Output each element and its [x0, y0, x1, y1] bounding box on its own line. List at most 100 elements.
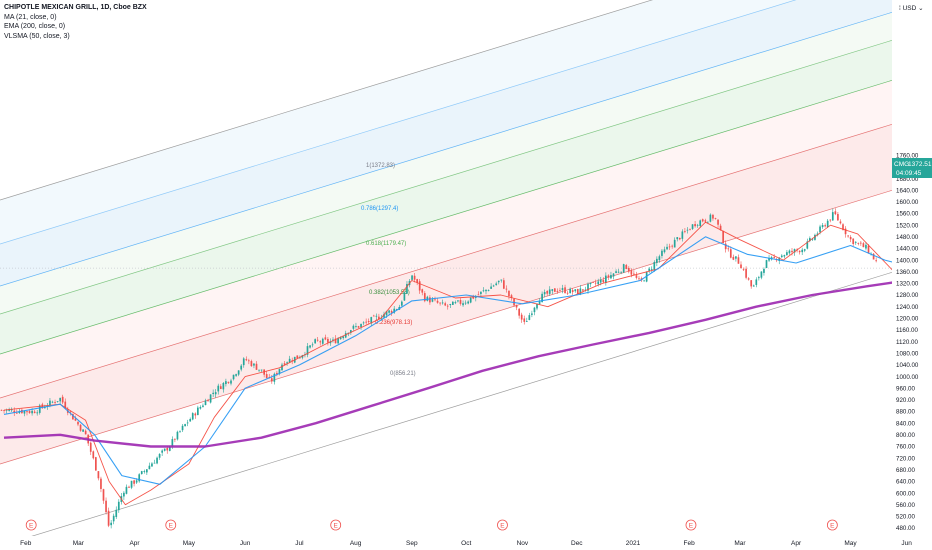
candle — [663, 246, 666, 254]
candle — [681, 229, 684, 242]
candle — [490, 283, 492, 289]
candle — [156, 456, 158, 465]
candle — [559, 287, 561, 292]
candle — [801, 247, 804, 255]
candle — [617, 268, 620, 274]
candle — [360, 323, 362, 330]
candle — [821, 222, 824, 229]
svg-text:E: E — [500, 523, 505, 530]
candle — [686, 227, 689, 234]
candle — [77, 420, 79, 427]
candle — [158, 453, 161, 460]
candle — [33, 410, 36, 414]
candle — [594, 279, 597, 286]
earnings-marker: E — [330, 519, 342, 531]
candle — [250, 359, 253, 367]
fib-level-line — [0, 0, 797, 245]
candle — [763, 267, 765, 276]
candle — [367, 318, 370, 325]
candle — [758, 275, 760, 281]
candle — [671, 244, 673, 249]
candle — [411, 274, 413, 281]
candle — [327, 336, 329, 346]
candle — [97, 471, 100, 481]
symbol-title[interactable]: CHIPOTLE MEXICAN GRILL, 1D, Cboe BZX — [4, 4, 147, 11]
price-axis[interactable]: ⁞ USD ⌄1760.001720.001680.001640.001600.… — [892, 0, 932, 550]
price-tick: 960.00 — [896, 385, 915, 392]
candle — [84, 429, 87, 435]
price-tick: 1200.00 — [896, 316, 919, 323]
time-axis[interactable]: Feb Mar Apr May Jun Jul Aug Sep Oct Nov Dec 2021 Feb… — [0, 536, 932, 550]
indicator-ma[interactable]: MA (21, close, 0) — [4, 13, 57, 21]
candle — [689, 228, 691, 231]
price-tick: 920.00 — [896, 397, 915, 404]
candle — [699, 219, 702, 228]
candle — [38, 403, 41, 415]
candle — [548, 286, 551, 296]
candle — [204, 398, 207, 406]
fib-label: 0.618(1179.47) — [366, 241, 406, 247]
candle — [643, 279, 645, 282]
candle — [666, 243, 668, 251]
candle — [56, 401, 59, 403]
candle — [676, 237, 679, 242]
price-tick: 1080.00 — [896, 350, 919, 357]
candle — [857, 242, 860, 246]
candle — [0, 409, 3, 411]
indicator-vlsma[interactable]: VLSMA (50, close, 3) — [4, 32, 70, 40]
fib-band — [0, 12, 892, 315]
candle — [500, 279, 503, 283]
candle — [179, 430, 181, 433]
candle — [602, 277, 605, 284]
fib-label: 0(856.21) — [390, 371, 416, 377]
candle — [459, 298, 462, 306]
candle — [610, 271, 612, 280]
candle — [798, 250, 801, 255]
candle — [316, 336, 319, 342]
candle — [622, 263, 625, 273]
candle — [100, 476, 102, 493]
fib-level-line — [0, 39, 892, 315]
candle — [217, 383, 220, 395]
candle — [143, 469, 146, 474]
candle — [462, 300, 464, 307]
candle — [691, 223, 694, 230]
candle — [707, 221, 709, 223]
candle — [854, 241, 857, 245]
candle — [837, 211, 839, 221]
candle — [732, 254, 735, 261]
price-tick: 1120.00 — [896, 339, 918, 346]
price-tick: 1760.00 — [896, 152, 919, 159]
candle — [102, 488, 105, 504]
candle — [694, 220, 696, 228]
candle — [26, 410, 28, 416]
price-tick: 760.00 — [896, 444, 915, 451]
price-tick: 640.00 — [896, 479, 915, 486]
candle — [227, 381, 230, 384]
candle — [107, 507, 110, 528]
candle — [612, 272, 615, 280]
candle — [186, 419, 189, 427]
candle — [199, 405, 202, 410]
candle — [615, 269, 617, 274]
candle — [423, 291, 426, 303]
candle — [847, 235, 849, 238]
candle — [265, 371, 268, 379]
candle — [232, 374, 235, 381]
candle — [556, 288, 559, 294]
legend: CHIPOTLE MEXICAN GRILL, 1D, Cboe BZX MA … — [4, 3, 147, 41]
candle — [678, 237, 681, 241]
candle — [729, 246, 732, 259]
candle — [413, 272, 416, 283]
candle — [321, 337, 324, 345]
candle — [324, 334, 327, 341]
time-tick: May — [844, 540, 857, 547]
candle — [755, 277, 758, 288]
indicator-ema[interactable]: EMA (200, close, 0) — [4, 23, 66, 30]
candle — [737, 254, 740, 264]
candle — [431, 296, 434, 303]
candle — [92, 450, 95, 460]
fib-band — [0, 80, 892, 399]
